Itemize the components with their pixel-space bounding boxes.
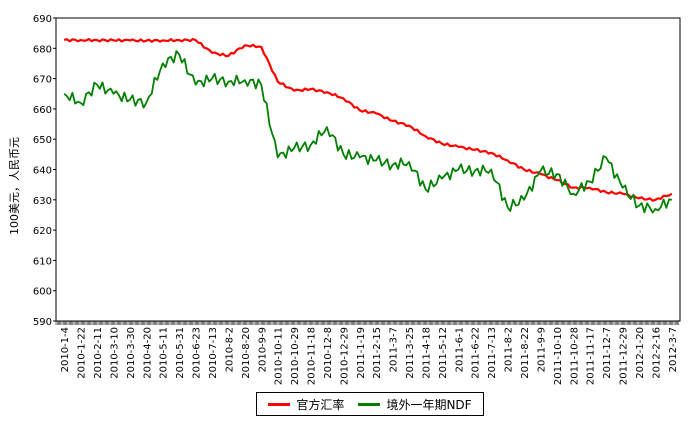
x-tick-label: 2011-8-22 [520, 327, 531, 379]
x-axis-ticks: 2010-1-4 2010-1-22 2010-2-11 2010-3-10 2010-… [60, 327, 679, 385]
series-line-ndf [63, 50, 672, 214]
y-tick-label: 660 [33, 105, 52, 116]
legend-swatch-ndf [358, 402, 381, 406]
y-tick-label: 650 [33, 135, 52, 146]
x-tick-label: 2011-3-25 [405, 327, 416, 379]
x-tick-label: 2010-8-2 [224, 327, 235, 372]
legend-label-ndf: 境外一年期NDF [386, 397, 472, 412]
x-tick-label: 2010-6-23 [192, 327, 203, 379]
x-tick-label: 2011-11-17 [586, 327, 597, 385]
y-tick-label: 670 [33, 75, 52, 86]
x-tick-label: 2011-1-19 [356, 327, 367, 379]
legend-label-official-rate: 官方汇率 [296, 397, 345, 412]
y-tick-label: 680 [33, 44, 52, 55]
x-tick-label: 2011-2-15 [372, 327, 383, 379]
x-tick-label: 2010-8-20 [241, 327, 252, 379]
x-tick-label: 2010-3-10 [109, 327, 120, 379]
y-tick-label: 640 [33, 166, 52, 177]
x-tick-label: 2010-10-29 [290, 327, 301, 385]
x-tick-label: 2010-10-11 [274, 327, 285, 385]
gridlines [55, 321, 680, 325]
x-tick-label: 2011-12-7 [602, 327, 613, 379]
y-axis-label: 100美元，人民币元 [8, 137, 21, 235]
plot-area-border [55, 17, 681, 322]
x-tick-label: 2010-2-11 [93, 327, 104, 379]
x-tick-label: 2012-1-20 [635, 327, 646, 379]
x-tick-label: 2011-10-28 [569, 327, 580, 385]
x-tick-label: 2010-7-13 [208, 327, 219, 379]
y-tick-label: 590 [33, 317, 52, 328]
legend-swatch-official-rate [268, 402, 291, 406]
x-tick-label: 2010-5-31 [175, 327, 186, 379]
x-tick-label: 2010-1-22 [77, 327, 88, 379]
x-tick-label: 2011-6-1 [454, 327, 465, 372]
x-tick-label: 2011-9-9 [536, 327, 547, 372]
y-tick-label: 630 [33, 196, 52, 207]
x-tick-label: 2010-1-4 [60, 327, 71, 372]
x-tick-label: 2011-8-2 [504, 327, 515, 372]
x-tick-label: 2011-7-13 [487, 327, 498, 379]
x-tick-label: 2011-5-12 [438, 327, 449, 379]
x-tick-label: 2011-4-18 [421, 327, 432, 379]
x-tick-label: 2010-4-20 [142, 327, 153, 379]
y-tick-label: 620 [33, 226, 52, 237]
x-tick-label: 2010-9-9 [257, 327, 268, 372]
x-tick-label: 2010-5-11 [159, 327, 170, 379]
y-tick-label: 600 [33, 287, 52, 298]
y-tick-label: 690 [33, 14, 52, 25]
x-tick-label: 2011-6-22 [471, 327, 482, 379]
y-axis-ticks: 590 600 610 620 630 640 650 660 670 680 690 [33, 14, 56, 328]
y-tick-label: 610 [33, 256, 52, 267]
x-tick-label: 2010-11-18 [307, 327, 318, 385]
x-tick-label: 2012-3-7 [668, 327, 679, 372]
x-minor-ticks [55, 321, 680, 325]
x-tick-label: 2011-3-7 [389, 327, 400, 372]
legend-item-official-rate: 官方汇率 [268, 396, 344, 413]
series-lines [63, 37, 673, 214]
x-tick-label: 2010-3-30 [126, 327, 137, 379]
line-chart: 100美元，人民币元 590 600 610 620 630 640 650 660 670 68… [8, 14, 681, 385]
x-tick-label: 2010-12-29 [339, 327, 350, 385]
series-line-official-rate [63, 37, 673, 202]
x-tick-label: 2011-10-10 [553, 327, 564, 385]
legend-item-ndf: 境外一年期NDF [358, 396, 472, 413]
x-tick-label: 2011-12-29 [619, 327, 630, 385]
x-tick-label: 2010-12-8 [323, 327, 334, 379]
legend: 官方汇率 境外一年期NDF [256, 392, 484, 416]
x-tick-label: 2012-2-16 [651, 327, 662, 379]
